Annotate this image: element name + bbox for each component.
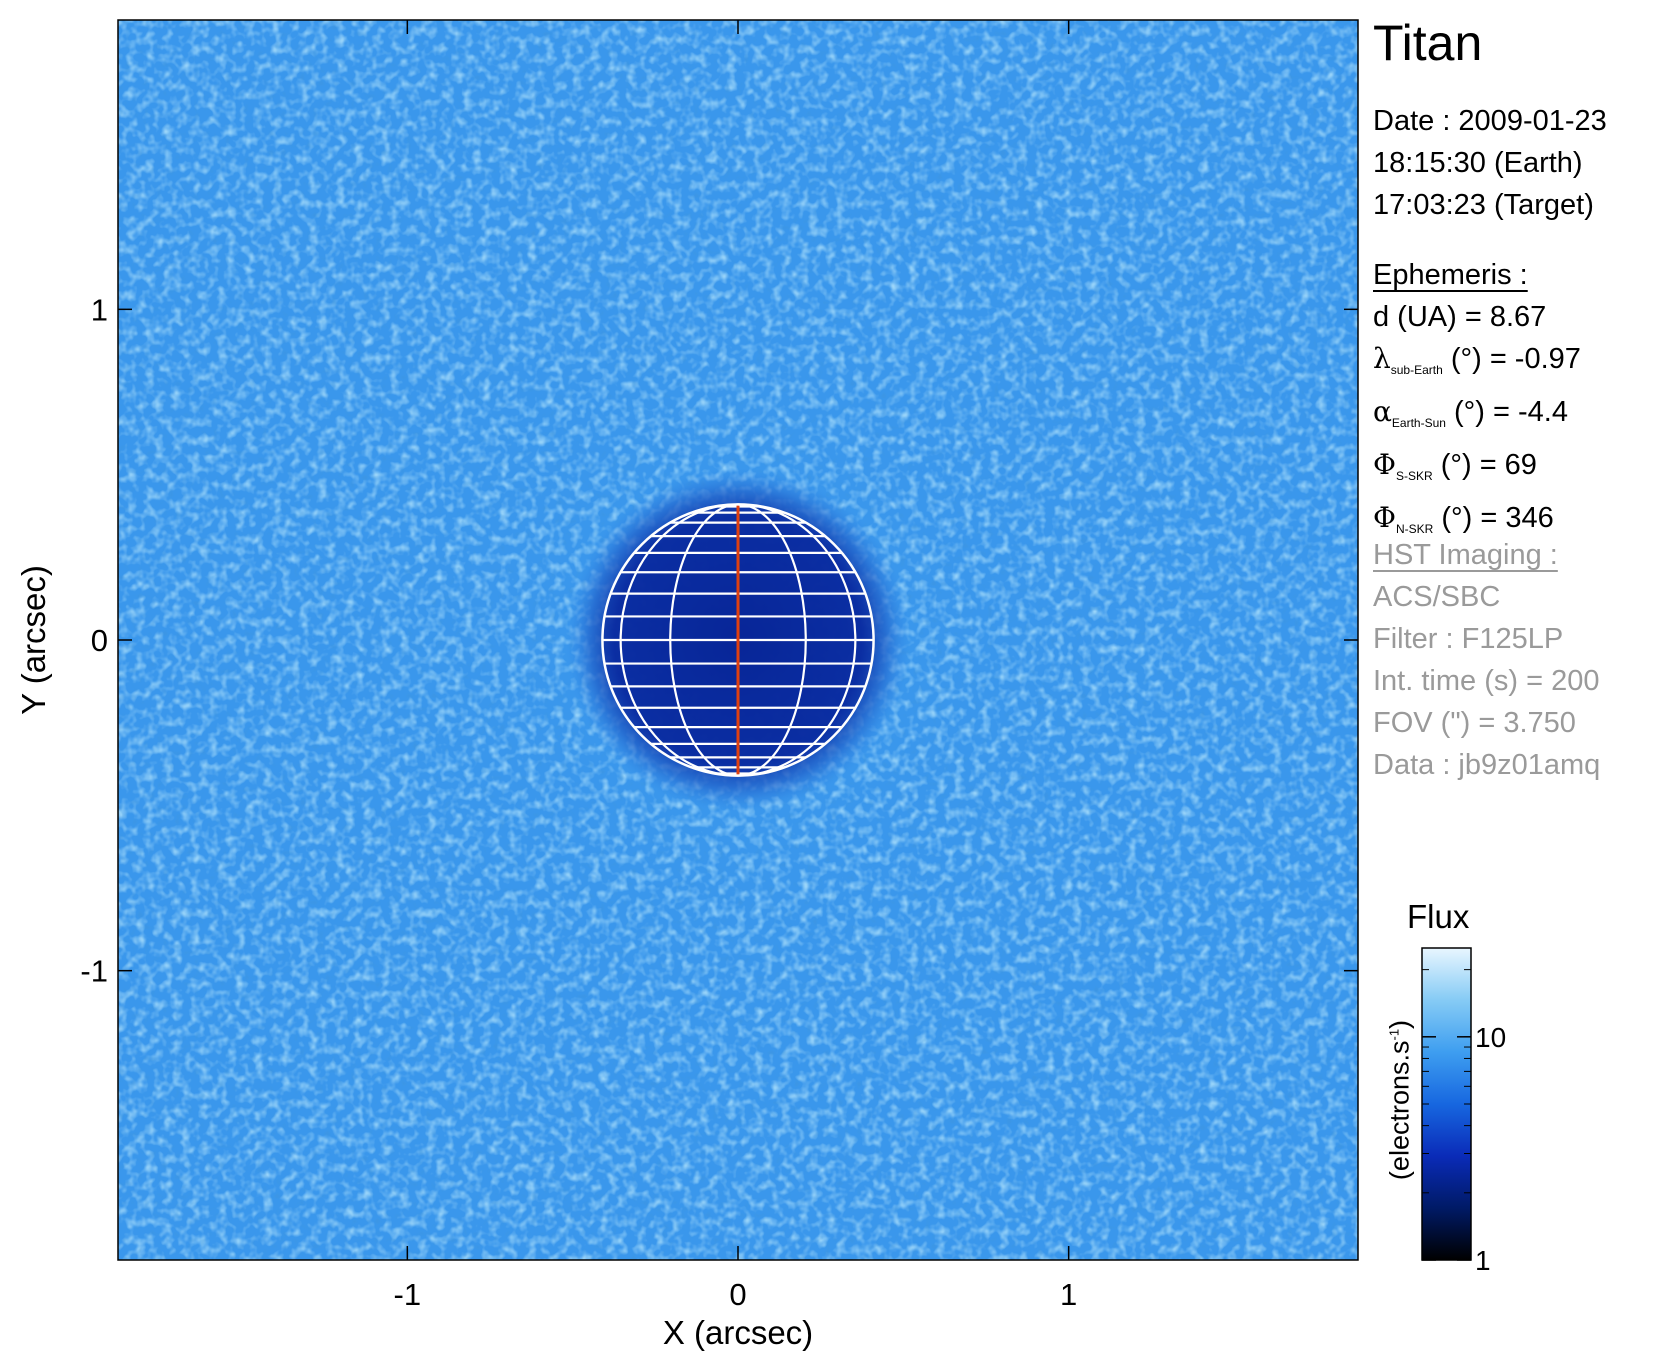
longitude-line bbox=[737, 503, 857, 777]
hst-fov: FOV (") = 3.750 bbox=[1373, 707, 1576, 739]
colorbar bbox=[1421, 947, 1472, 1261]
ephemeris-rows: d (UA) = 8.67 λsub-Earth (°) = -0.97 αEart… bbox=[1373, 296, 1581, 550]
target-time: 17:03:23 (Target) bbox=[1373, 189, 1594, 221]
y-tick-label: -1 bbox=[80, 954, 108, 989]
colorbar-tick-label: 10 bbox=[1475, 1022, 1506, 1053]
lat-lon-grid bbox=[601, 503, 875, 777]
colorbar-ticks: 1 10 bbox=[1422, 969, 1506, 1276]
x-tick-label: 1 bbox=[1060, 1277, 1077, 1312]
ephemeris-symbol: Φ bbox=[1373, 501, 1396, 534]
ephemeris-label: (°) bbox=[1450, 343, 1490, 375]
hst-int-time: Int. time (s) = 200 bbox=[1373, 665, 1600, 697]
target-name: Titan bbox=[1373, 15, 1483, 71]
ephemeris-label: d (UA) bbox=[1373, 301, 1465, 333]
ephemeris-symbol: α bbox=[1373, 395, 1392, 428]
ephemeris-row: ΦS-SKR (°) = 69 bbox=[1373, 444, 1581, 497]
limb-circle bbox=[601, 503, 875, 777]
y-tick-label: 1 bbox=[91, 292, 108, 327]
ephemeris-row: ΦN-SKR (°) = 346 bbox=[1373, 497, 1581, 550]
colorbar-unit-main: (electrons.s bbox=[1384, 1040, 1415, 1181]
y-axis-label: Y (arcsec) bbox=[15, 565, 52, 715]
colorbar-unit: (electrons.s-1) bbox=[1385, 1020, 1416, 1180]
hst-block: HST Imaging : ACS/SBC Filter : F125LP In… bbox=[1373, 534, 1600, 786]
ephemeris-subscript: sub-Earth bbox=[1390, 363, 1443, 377]
x-tick-label: 0 bbox=[729, 1277, 746, 1312]
longitude-line bbox=[619, 503, 739, 777]
ephemeris-block: Ephemeris : d (UA) = 8.67 λsub-Earth (°) … bbox=[1373, 254, 1581, 550]
ephemeris-header: Ephemeris : bbox=[1373, 259, 1528, 291]
ephemeris-row: d (UA) = 8.67 bbox=[1373, 296, 1581, 338]
colorbar-unit-close: ) bbox=[1384, 1019, 1415, 1029]
longitude-line bbox=[737, 503, 807, 777]
date-block: Date : 2009-01-23 18:15:30 (Earth) 17:03… bbox=[1373, 100, 1607, 226]
earth-time: 18:15:30 (Earth) bbox=[1373, 147, 1583, 179]
ephemeris-row: αEarth-Sun (°) = -4.4 bbox=[1373, 391, 1581, 444]
ephemeris-label: (°) bbox=[1440, 449, 1480, 481]
hst-filter: Filter : F125LP bbox=[1373, 623, 1564, 655]
x-axis-label: X (arcsec) bbox=[663, 1314, 813, 1351]
ephemeris-value: = 69 bbox=[1479, 449, 1537, 481]
ephemeris-subscript: Earth-Sun bbox=[1391, 416, 1446, 430]
longitude-line bbox=[669, 503, 739, 777]
colorbar-title: Flux bbox=[1407, 898, 1470, 935]
hst-header: HST Imaging : bbox=[1373, 539, 1558, 571]
ephemeris-row: λsub-Earth (°) = -0.97 bbox=[1373, 338, 1581, 391]
date-line: Date : 2009-01-23 bbox=[1373, 105, 1607, 137]
ephemeris-subscript: N-SKR bbox=[1395, 522, 1434, 536]
hst-instrument: ACS/SBC bbox=[1373, 581, 1501, 613]
ephemeris-subscript: S-SKR bbox=[1395, 469, 1433, 483]
hst-data-id: Data : jb9z01amq bbox=[1373, 749, 1601, 781]
ephemeris-symbol: λ bbox=[1373, 342, 1391, 375]
axes: -1 0 1 -1 0 1 bbox=[80, 20, 1358, 1312]
ephemeris-value: = 8.67 bbox=[1464, 301, 1547, 333]
colorbar-unit-sup: -1 bbox=[1386, 1028, 1402, 1041]
ephemeris-label: (°) bbox=[1441, 502, 1481, 534]
ephemeris-value: = 346 bbox=[1480, 502, 1554, 534]
x-tick-label: -1 bbox=[394, 1277, 422, 1312]
y-tick-label: 0 bbox=[91, 623, 108, 658]
ephemeris-value: = -0.97 bbox=[1489, 343, 1581, 375]
ephemeris-value: = -4.4 bbox=[1492, 396, 1568, 428]
ephemeris-symbol: Φ bbox=[1373, 448, 1396, 481]
colorbar-tick-label: 1 bbox=[1475, 1245, 1491, 1276]
ephemeris-label: (°) bbox=[1454, 396, 1493, 428]
